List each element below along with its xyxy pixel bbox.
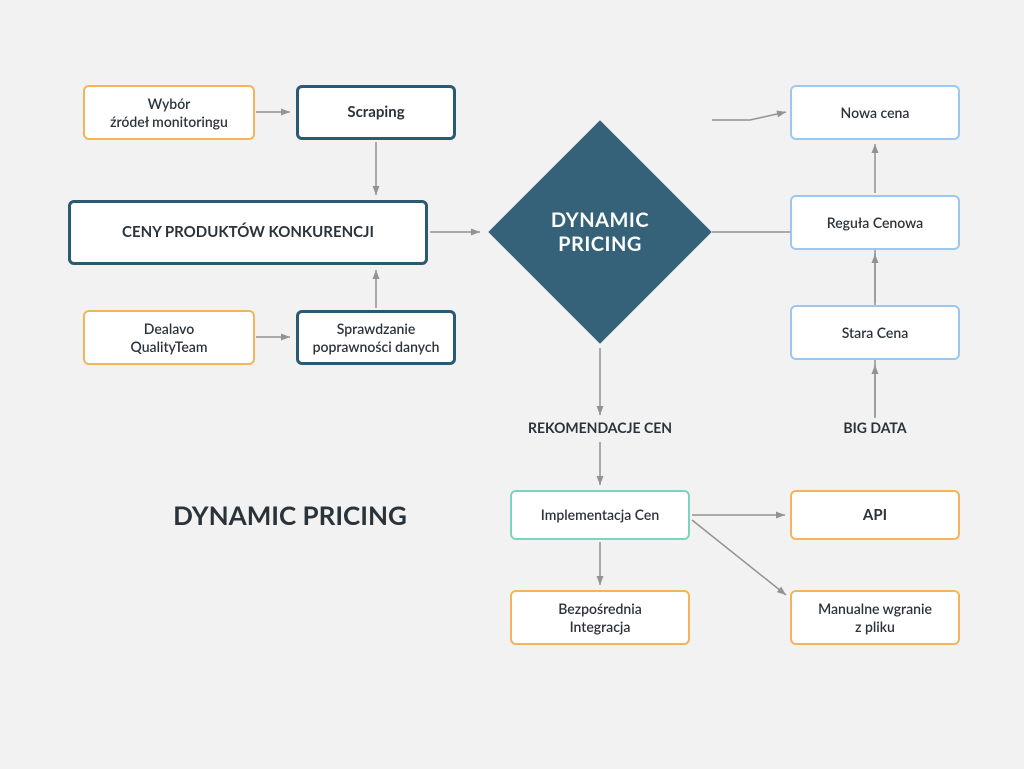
node-scraping: Scraping <box>296 85 456 140</box>
node-stara: Stara Cena <box>790 305 960 360</box>
label-rekomendacje: REKOMENDACJE CEN <box>500 420 700 437</box>
node-bezp: BezpośredniaIntegracja <box>510 590 690 645</box>
node-ceny: CENY PRODUKTÓW KONKURENCJI <box>68 200 428 265</box>
node-impl: Implementacja Cen <box>510 490 690 540</box>
node-label: Scraping <box>347 103 404 122</box>
node-label: API <box>863 506 887 525</box>
node-nowa: Nowa cena <box>790 85 960 140</box>
node-label: BezpośredniaIntegracja <box>558 600 641 635</box>
node-label: Sprawdzaniepoprawności danych <box>313 320 440 355</box>
node-label: DealavoQualityTeam <box>131 320 208 355</box>
node-label: Nowa cena <box>841 104 910 122</box>
node-sprawdz: Sprawdzaniepoprawności danych <box>296 310 456 365</box>
node-label: Wybórźródeł monitoringu <box>110 95 228 130</box>
node-regula: Reguła Cenowa <box>790 195 960 250</box>
diamond-label: DYNAMICPRICING <box>521 153 679 311</box>
node-label: Reguła Cenowa <box>827 214 923 232</box>
node-label: CENY PRODUKTÓW KONKURENCJI <box>122 223 374 242</box>
node-wybor: Wybórźródeł monitoringu <box>83 85 255 140</box>
node-api: API <box>790 490 960 540</box>
flowchart-canvas: Wybórźródeł monitoringu Scraping CENY PR… <box>0 0 1024 769</box>
node-dealavo: DealavoQualityTeam <box>83 310 255 365</box>
node-label: Stara Cena <box>842 324 909 342</box>
node-label: Implementacja Cen <box>541 506 659 524</box>
node-label: Manualne wgraniez pliku <box>818 600 932 635</box>
node-dynamic-pricing-diamond: DYNAMICPRICING <box>488 120 711 343</box>
label-bigdata: BIG DATA <box>790 420 960 437</box>
label-title: DYNAMIC PRICING <box>130 500 450 531</box>
node-manual: Manualne wgraniez pliku <box>790 590 960 645</box>
